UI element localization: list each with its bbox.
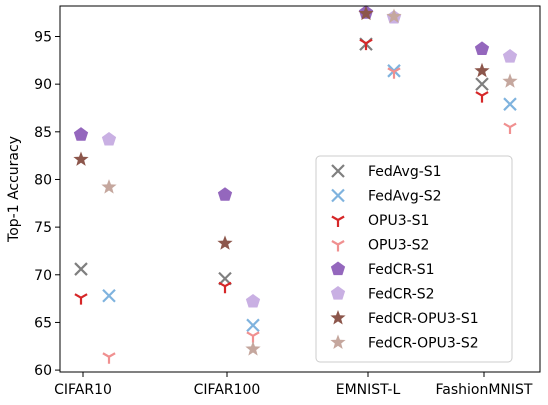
axes-frame — [59, 5, 541, 373]
data-point — [218, 271, 232, 286]
data-point — [218, 281, 232, 294]
x-tick-label: CIFAR100 — [194, 382, 261, 398]
y-tick-label: 70 — [34, 268, 52, 284]
data-point — [217, 187, 233, 201]
legend-label: FedCR-S2 — [368, 287, 435, 303]
data-point — [102, 352, 116, 364]
data-point — [245, 341, 261, 356]
data-point — [474, 41, 490, 55]
data-point — [217, 235, 233, 250]
y-tick-label: 80 — [34, 172, 52, 188]
data-point — [73, 151, 89, 166]
x-tick-label: EMNIST-L — [336, 382, 401, 398]
data-marks — [73, 5, 518, 364]
y-tick-label: 75 — [34, 220, 52, 236]
y-tick-label: 60 — [34, 363, 52, 379]
y-axis: 60 65 70 75 80 85 90 95 — [34, 30, 60, 379]
data-point — [502, 49, 518, 63]
data-point — [246, 318, 260, 333]
y-axis-title: Top-1 Accuracy — [6, 136, 22, 243]
legend: FedAvg-S1 FedAvg-S2 OPU3-S1 OPU3-S2 FedCR-S1… — [315, 155, 513, 363]
x-tick-label: CIFAR10 — [54, 382, 112, 398]
legend-marker — [331, 215, 345, 227]
legend-label: OPU3-S2 — [368, 238, 429, 254]
data-point — [74, 262, 88, 276]
x-tick-label: FashionMNIST — [436, 382, 533, 398]
legend-marker — [330, 261, 346, 276]
legend-marker — [331, 188, 345, 203]
data-point — [101, 179, 117, 194]
y-tick-label: 90 — [34, 77, 52, 93]
legend-marker — [331, 164, 345, 178]
x-axis: CIFAR10 CIFAR100 EMNIST-L FashionMNIST — [54, 372, 533, 398]
legend-marker — [331, 240, 345, 252]
legend-label: FedAvg-S2 — [368, 189, 442, 205]
data-point — [474, 62, 490, 78]
data-point — [387, 67, 401, 79]
data-point — [358, 5, 374, 21]
data-point — [359, 38, 373, 51]
legend-label: FedAvg-S1 — [368, 164, 442, 180]
legend-label: OPU3-S1 — [368, 213, 429, 229]
data-point — [503, 97, 517, 111]
data-point — [475, 91, 489, 103]
data-point — [502, 73, 518, 88]
legend-box — [315, 155, 513, 363]
legend-label: FedCR-OPU3-S2 — [368, 336, 479, 352]
data-point — [475, 77, 489, 91]
data-point — [245, 293, 261, 308]
y-tick-label: 95 — [34, 30, 52, 46]
y-tick-label: 85 — [34, 125, 52, 141]
data-point — [74, 293, 88, 305]
legend-marker — [330, 286, 346, 300]
data-point — [101, 131, 117, 146]
data-point — [73, 127, 89, 141]
legend-label: FedCR-S1 — [368, 262, 435, 278]
data-point — [503, 122, 517, 135]
legend-marker — [330, 334, 346, 349]
legend-label: FedCR-OPU3-S1 — [368, 311, 479, 327]
y-tick-label: 65 — [34, 315, 52, 331]
legend-marker — [330, 310, 346, 325]
data-point — [102, 288, 116, 303]
data-point — [386, 8, 402, 23]
